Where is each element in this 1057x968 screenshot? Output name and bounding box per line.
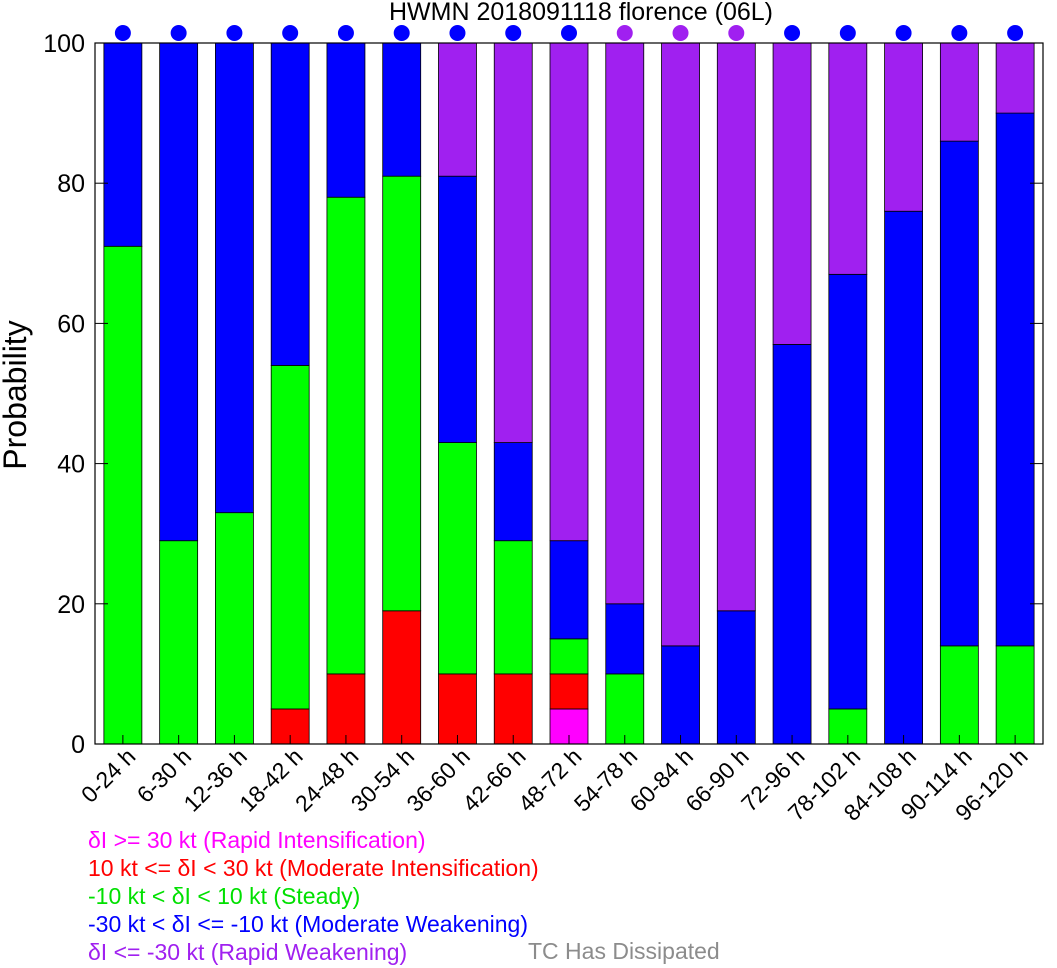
bar-segment-rw-7 — [493, 42, 533, 443]
bar-segment-mw-5 — [382, 42, 422, 177]
y-tick-label-100: 100 — [43, 30, 85, 58]
bar-segment-mw-6 — [438, 175, 477, 443]
y-tick-label-40: 40 — [57, 451, 85, 479]
top-marker-3 — [282, 25, 299, 41]
bar-segment-mi-7 — [493, 673, 533, 745]
dissipated-note: TC Has Dissipated — [528, 938, 720, 964]
bar-segment-steady-5 — [382, 175, 422, 612]
bar-segment-mw-10 — [661, 645, 700, 745]
bar-segment-mw-1 — [159, 42, 199, 542]
legend-item-3: -30 kt < δI <= -10 kt (Moderate Weakenin… — [88, 911, 529, 937]
bar-segment-mi-5 — [382, 610, 422, 745]
bar-segment-steady-16 — [995, 645, 1035, 745]
top-marker-14 — [895, 25, 912, 41]
top-marker-7 — [505, 25, 522, 41]
bar-segment-rw-16 — [995, 42, 1035, 114]
bar-segment-rw-6 — [438, 42, 477, 177]
top-marker-15 — [951, 25, 968, 41]
bar-segment-steady-8 — [549, 638, 589, 675]
bar-segment-steady-15 — [939, 645, 979, 745]
bar-segment-rw-13 — [828, 42, 868, 275]
legend-item-0: δI >= 30 kt (Rapid Intensification) — [88, 827, 426, 853]
bar-segment-rw-11 — [716, 42, 756, 612]
bar-segment-steady-3 — [270, 365, 310, 710]
top-marker-6 — [449, 25, 466, 41]
top-marker-5 — [393, 25, 410, 41]
bar-segment-mi-6 — [438, 673, 477, 745]
bar-segment-steady-9 — [605, 673, 645, 745]
x-tick-label-0: 0-24 h — [76, 743, 141, 808]
bar-segment-mw-12 — [772, 344, 812, 745]
top-marker-12 — [784, 25, 801, 41]
top-marker-4 — [337, 25, 354, 41]
bar-segment-rw-15 — [939, 42, 979, 142]
bar-segment-steady-2 — [215, 512, 254, 745]
bar-segment-mw-8 — [549, 540, 589, 640]
legend-item-2: -10 kt < δI < 10 kt (Steady) — [88, 883, 361, 909]
y-tick-label-0: 0 — [71, 731, 85, 759]
legend: δI >= 30 kt (Rapid Intensification) 10 kt… — [88, 826, 539, 966]
top-marker-1 — [170, 25, 187, 41]
top-marker-16 — [1007, 25, 1024, 41]
plot-frame — [94, 42, 1044, 745]
bar-segment-mw-0 — [103, 42, 143, 247]
top-marker-2 — [226, 25, 243, 41]
x-tick-labels: 0-24 h6-30 h12-36 h18-42 h24-48 h30-54 h… — [76, 743, 1033, 826]
chart-title: HWMN 2018091118 florence (06L) — [389, 0, 773, 26]
bar-segment-steady-7 — [493, 540, 533, 675]
top-marker-11 — [728, 25, 745, 41]
top-marker-10 — [672, 25, 689, 41]
bar-segment-steady-6 — [438, 442, 477, 675]
y-axis-label: Probability — [0, 320, 33, 469]
bar-segment-mi-4 — [326, 673, 366, 745]
bar-segment-mw-4 — [326, 42, 366, 198]
legend-item-4: δI <= -30 kt (Rapid Weakening) — [88, 939, 408, 965]
top-marker-0 — [114, 25, 131, 41]
bar-segment-steady-0 — [103, 245, 143, 745]
axes-group: 0 20 40 60 80 100 — [43, 30, 1044, 759]
bar-segment-mw-3 — [270, 42, 310, 366]
bar-segment-rw-8 — [549, 42, 589, 542]
bar-segment-rw-9 — [605, 42, 645, 605]
top-marker-8 — [561, 25, 577, 41]
markers-group — [114, 25, 1024, 41]
bar-segment-mw-11 — [716, 610, 756, 745]
bar-segment-steady-1 — [159, 540, 199, 745]
bar-segment-rw-12 — [772, 42, 812, 345]
bar-segment-mw-13 — [828, 273, 868, 710]
bar-segment-mw-2 — [215, 42, 254, 514]
bar-segment-steady-4 — [326, 196, 366, 675]
bar-segment-mw-7 — [493, 442, 533, 542]
y-tick-label-20: 20 — [57, 591, 85, 619]
y-tick-label-80: 80 — [57, 170, 85, 198]
legend-item-1: 10 kt <= δI < 30 kt (Moderate Intensific… — [88, 855, 539, 881]
top-marker-9 — [616, 25, 633, 41]
bar-segment-rw-10 — [661, 42, 700, 647]
bar-segment-mw-14 — [884, 210, 923, 745]
y-tick-label-60: 60 — [57, 310, 85, 338]
bar-segment-mi-8 — [549, 673, 589, 710]
bar-segment-rw-14 — [884, 42, 923, 212]
bar-segment-mw-9 — [605, 603, 645, 675]
bar-segment-mw-16 — [995, 112, 1035, 647]
top-marker-13 — [839, 25, 856, 41]
bars-group — [103, 42, 1035, 745]
bar-segment-mw-15 — [939, 140, 979, 647]
